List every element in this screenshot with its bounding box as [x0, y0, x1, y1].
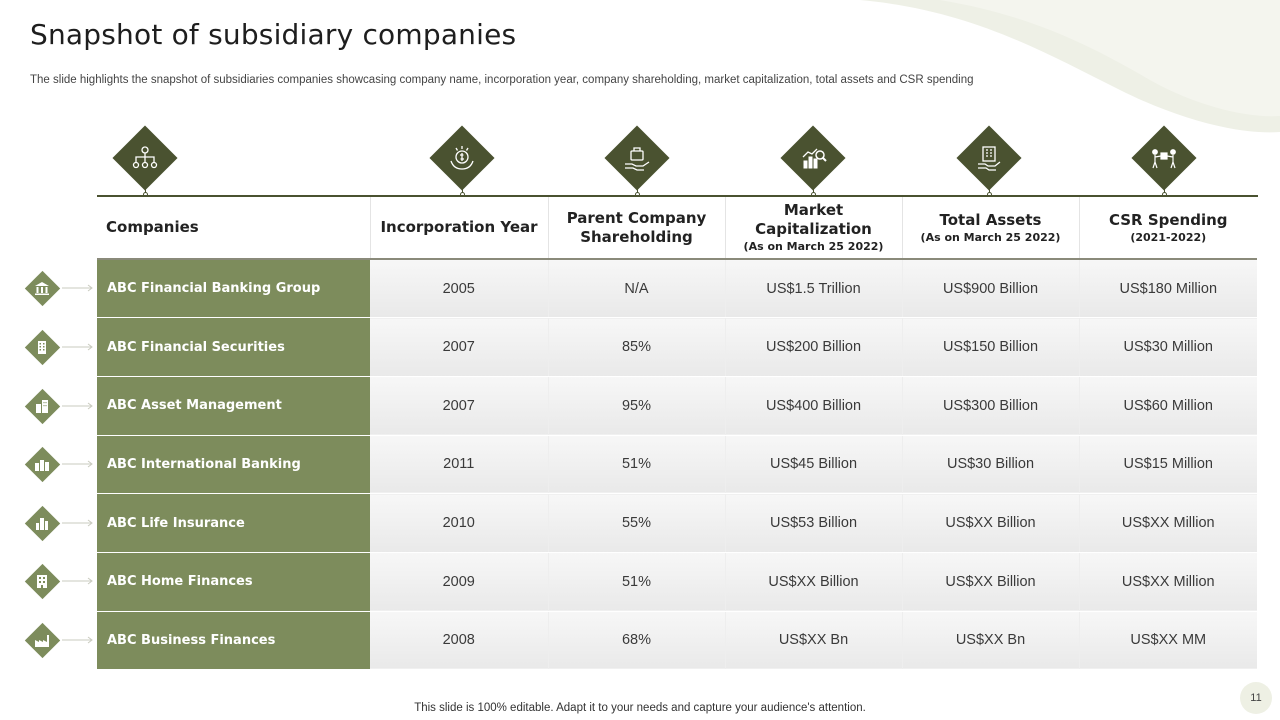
csr-spending: US$XX Million: [1079, 552, 1257, 612]
total-assets: US$XX Billion: [902, 493, 1080, 553]
table-row: ABC Home Finances 2009 51% US$XX Billion…: [97, 552, 1257, 612]
growth-chart-icon: [780, 125, 846, 197]
csr-spending: US$15 Million: [1079, 435, 1257, 495]
company-name: ABC International Banking: [97, 435, 370, 495]
table-header-row: Companies Incorporation Year Parent Comp…: [97, 197, 1257, 260]
market-cap: US$XX Bn: [725, 611, 903, 671]
header-total-assets: Total Assets (As on March 25 2022): [902, 197, 1080, 260]
total-assets: US$900 Billion: [902, 259, 1080, 319]
header-rule: [97, 195, 1258, 197]
subsidiaries-table: Companies Incorporation Year Parent Comp…: [97, 197, 1257, 671]
page-number: 11: [1240, 682, 1272, 714]
total-assets: US$XX Billion: [902, 552, 1080, 612]
office-building-icon: [24, 329, 61, 366]
market-cap: US$200 Billion: [725, 317, 903, 377]
shareholding: 95%: [548, 376, 726, 436]
company-name: ABC Life Insurance: [97, 493, 370, 553]
market-cap: US$1.5 Trillion: [725, 259, 903, 319]
connector-arrow: [62, 577, 93, 585]
market-cap: US$XX Billion: [725, 552, 903, 612]
factory-icon: [24, 622, 61, 659]
incorporation-year: 2011: [370, 435, 549, 495]
page-subtitle: The slide highlights the snapshot of sub…: [30, 74, 974, 86]
total-assets: US$150 Billion: [902, 317, 1080, 377]
table-row: ABC Financial Banking Group 2005 N/A US$…: [97, 259, 1257, 319]
money-hands-icon: [429, 125, 495, 197]
office-tower-icon: [24, 388, 61, 425]
total-assets: US$30 Billion: [902, 435, 1080, 495]
total-assets: US$XX Bn: [902, 611, 1080, 671]
csr-spending: US$XX MM: [1079, 611, 1257, 671]
shareholding: N/A: [548, 259, 726, 319]
incorporation-year: 2007: [370, 376, 549, 436]
header-market-cap: Market Capitalization (As on March 25 202…: [725, 197, 903, 260]
page-title: Snapshot of subsidiary companies: [30, 18, 517, 51]
table-row: ABC Business Finances 2008 68% US$XX Bn …: [97, 611, 1257, 671]
header-incorporation-year: Incorporation Year: [370, 197, 549, 260]
bank-building-icon: [24, 270, 61, 307]
connector-arrow: [62, 402, 93, 410]
company-name: ABC Asset Management: [97, 376, 370, 436]
skyline-icon: [24, 505, 61, 542]
csr-spending: US$XX Million: [1079, 493, 1257, 553]
apartment-building-icon: [24, 563, 61, 600]
shareholding: 51%: [548, 552, 726, 612]
people-collaboration-icon: [1131, 125, 1197, 197]
donation-hand-icon: [604, 125, 670, 197]
footer-note: This slide is 100% editable. Adapt it to…: [414, 702, 866, 714]
market-cap: US$53 Billion: [725, 493, 903, 553]
company-name: ABC Financial Banking Group: [97, 259, 370, 319]
incorporation-year: 2007: [370, 317, 549, 377]
incorporation-year: 2005: [370, 259, 549, 319]
csr-spending: US$60 Million: [1079, 376, 1257, 436]
org-chart-icon: [112, 125, 178, 197]
csr-spending: US$180 Million: [1079, 259, 1257, 319]
shareholding: 51%: [548, 435, 726, 495]
market-cap: US$400 Billion: [725, 376, 903, 436]
incorporation-year: 2010: [370, 493, 549, 553]
table-row: ABC Life Insurance 2010 55% US$53 Billio…: [97, 493, 1257, 553]
shareholding: 68%: [548, 611, 726, 671]
connector-arrow: [62, 343, 93, 351]
company-name: ABC Financial Securities: [97, 317, 370, 377]
market-cap: US$45 Billion: [725, 435, 903, 495]
header-csr-spending: CSR Spending (2021-2022): [1079, 197, 1257, 260]
connector-arrow: [62, 636, 93, 644]
shareholding: 55%: [548, 493, 726, 553]
building-hand-icon: [956, 125, 1022, 197]
header-companies: Companies: [97, 197, 371, 260]
table-row: ABC Financial Securities 2007 85% US$200…: [97, 317, 1257, 377]
city-buildings-icon: [24, 446, 61, 483]
total-assets: US$300 Billion: [902, 376, 1080, 436]
connector-arrow: [62, 284, 93, 292]
connector-arrow: [62, 460, 93, 468]
header-parent-shareholding: Parent Company Shareholding: [548, 197, 726, 260]
table-row: ABC Asset Management 2007 95% US$400 Bil…: [97, 376, 1257, 436]
connector-arrow: [62, 519, 93, 527]
csr-spending: US$30 Million: [1079, 317, 1257, 377]
background-swoosh: [860, 0, 1280, 133]
shareholding: 85%: [548, 317, 726, 377]
company-name: ABC Business Finances: [97, 611, 370, 671]
incorporation-year: 2009: [370, 552, 549, 612]
table-row: ABC International Banking 2011 51% US$45…: [97, 435, 1257, 495]
incorporation-year: 2008: [370, 611, 549, 671]
company-name: ABC Home Finances: [97, 552, 370, 612]
